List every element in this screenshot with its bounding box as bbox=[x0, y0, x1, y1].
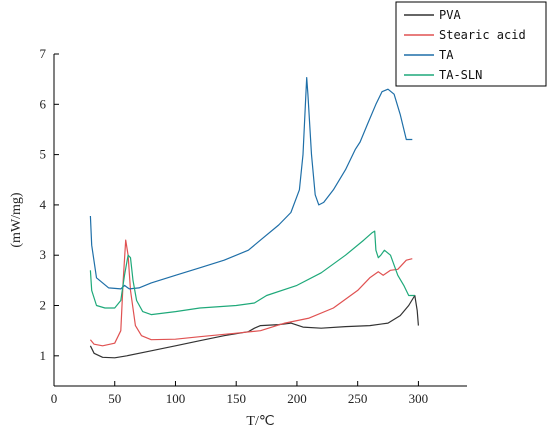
legend-label: Stearic acid bbox=[439, 28, 526, 42]
x-tick-label: 0 bbox=[51, 391, 58, 406]
plot-area bbox=[89, 77, 419, 359]
series-line-ta-sln bbox=[89, 230, 415, 316]
x-tick-label: 250 bbox=[348, 391, 368, 406]
series-line-ta bbox=[89, 77, 413, 290]
x-tick-label: 300 bbox=[409, 391, 429, 406]
y-tick-label: 2 bbox=[40, 298, 47, 313]
y-tick-label: 3 bbox=[40, 247, 47, 262]
legend-label: TA bbox=[439, 48, 454, 62]
legend-box bbox=[395, 1, 547, 87]
series-line-pva bbox=[89, 294, 419, 359]
y-tick-label: 5 bbox=[40, 147, 47, 162]
y-tick-label: 4 bbox=[40, 197, 47, 212]
y-axis-title: (mW/mg) bbox=[9, 192, 24, 248]
legend-label: PVA bbox=[439, 8, 461, 22]
y-tick-label: 6 bbox=[40, 96, 47, 111]
x-tick-label: 100 bbox=[166, 391, 186, 406]
legend-label: TA-SLN bbox=[439, 68, 482, 82]
legend: PVA Stearic acid TA TA-SLN bbox=[395, 1, 547, 87]
x-tick-label: 50 bbox=[108, 391, 121, 406]
axes: 0 50 100 150 200 250 300 1 2 3 4 5 6 7 T/℃ (mW/mg) bbox=[9, 46, 467, 429]
y-tick-label: 7 bbox=[40, 46, 47, 61]
x-tick-label: 150 bbox=[226, 391, 246, 406]
series-line-stearic-acid bbox=[89, 239, 413, 347]
x-tick-label: 200 bbox=[287, 391, 307, 406]
y-tick-label: 1 bbox=[40, 348, 47, 363]
x-axis-title: T/℃ bbox=[246, 414, 274, 429]
